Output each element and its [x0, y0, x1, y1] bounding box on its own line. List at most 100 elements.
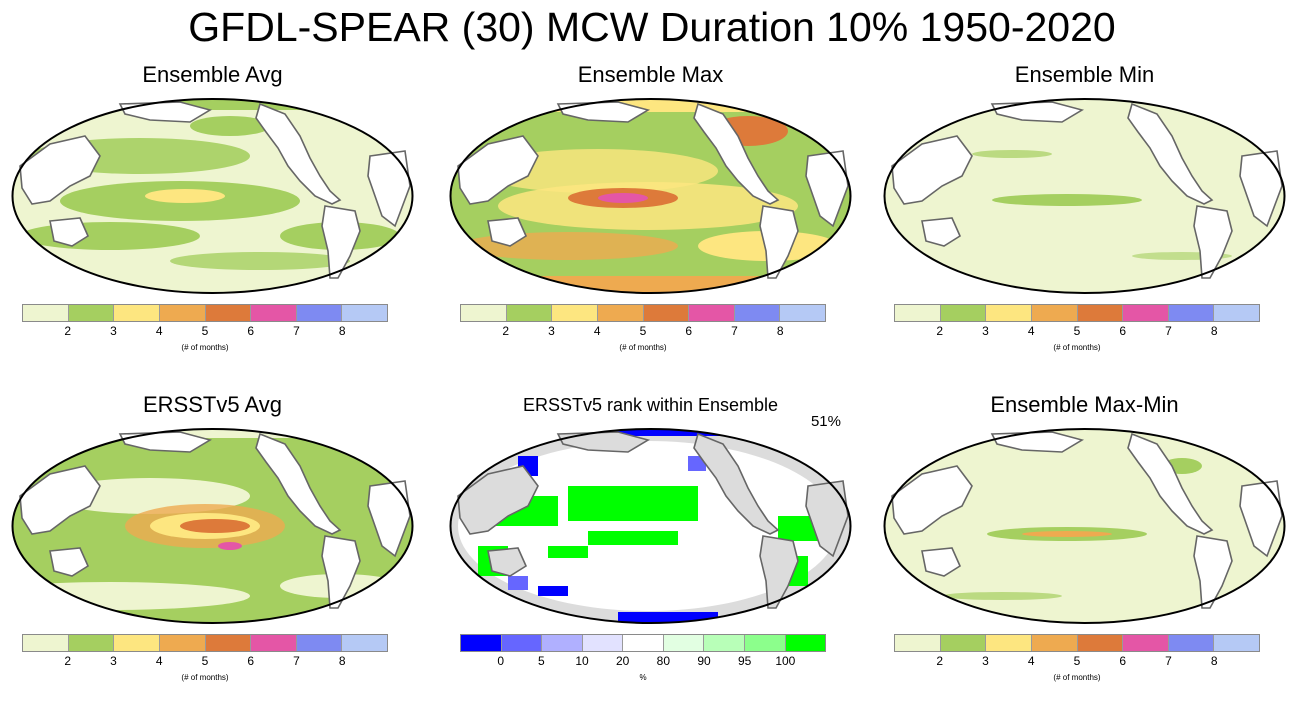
map-ersst-avg	[11, 428, 414, 624]
colorbar-tick-label: 2	[64, 324, 72, 338]
colorbar-tick-label: 2	[936, 654, 944, 668]
colorbar-units: %	[639, 673, 647, 682]
colorbar-tick-label: 7	[731, 324, 738, 338]
colorbar-swatch	[552, 305, 598, 321]
colorbar-swatch	[68, 635, 115, 651]
colorbar-swatch	[1168, 305, 1215, 321]
colorbar-swatch	[895, 635, 941, 651]
panel-ensemble-max-min: Ensemble Max-Min 2 3 4 5 6 7 8 (# of months)	[872, 392, 1297, 722]
colorbar-tick-label: 95	[737, 654, 752, 668]
colorbar-swatch	[205, 305, 252, 321]
map-ersst-rank	[449, 428, 852, 624]
colorbar-swatch	[940, 305, 987, 321]
colorbar-tick-label: 8	[338, 654, 346, 668]
colorbar-ticks: 2 3 4 5 6 7 8	[22, 654, 388, 670]
colorbar	[460, 304, 826, 322]
colorbar-swatch	[940, 635, 987, 651]
colorbar-swatch	[1168, 635, 1215, 651]
map-ensemble-max	[449, 98, 852, 294]
land-masses	[457, 101, 849, 279]
colorbar-tick-label: 2	[64, 654, 72, 668]
colorbar-ticks: 2 3 4 5 6 7 8	[894, 654, 1260, 670]
colorbar-tick-label: 3	[982, 324, 989, 338]
colorbar-tick-label: 5	[201, 654, 209, 668]
colorbar-ticks: 2 3 4 5 6 7 8	[460, 324, 826, 340]
colorbar-tick-label: 6	[247, 654, 255, 668]
colorbar-tick-label: 4	[155, 654, 163, 668]
colorbar-tick-label: 6	[1119, 324, 1127, 338]
colorbar-tick-label: 90	[697, 654, 711, 668]
colorbar-tick-label: 6	[1119, 654, 1127, 668]
colorbar-tick-label: 2	[936, 324, 944, 338]
panel-title: Ensemble Max-Min	[990, 392, 1179, 417]
colorbar-tick-label: 3	[110, 324, 117, 338]
colorbar-tick-label: 5	[639, 324, 647, 338]
colorbar	[460, 634, 826, 652]
colorbar-swatch	[205, 635, 252, 651]
colorbar-swatch	[68, 305, 115, 321]
colorbar-tick-label: 100	[775, 654, 796, 668]
colorbar-swatch	[1031, 635, 1078, 651]
colorbar-tick-label: 7	[293, 324, 300, 338]
colorbar-tick-label: 5	[1073, 324, 1081, 338]
colorbar-swatch	[1123, 305, 1169, 321]
colorbar-tick-label: 8	[776, 324, 784, 338]
colorbar-tick-label: 3	[548, 324, 555, 338]
colorbar-swatch	[895, 305, 941, 321]
colorbar-ticks: 2 3 4 5 6 7 8	[22, 324, 388, 340]
colorbar-swatch	[342, 635, 387, 651]
map-ensemble-min	[883, 98, 1286, 294]
colorbar-swatch	[506, 305, 553, 321]
colorbar-tick-label: 2	[502, 324, 510, 338]
panel-title: ERSSTv5 Avg	[143, 392, 282, 417]
colorbar-swatch	[582, 635, 624, 651]
panel-ensemble-avg: Ensemble Avg 2 3 4 5 6 7 8 (# of months)	[0, 62, 425, 392]
land-masses	[19, 431, 411, 609]
colorbar-tick-label: 6	[247, 324, 255, 338]
colorbar-swatch	[114, 635, 160, 651]
colorbar-swatch	[704, 635, 745, 651]
colorbar-swatch	[296, 305, 343, 321]
colorbar-tick-label: 8	[338, 324, 346, 338]
colorbar-units: (# of months)	[181, 343, 229, 352]
colorbar-tick-label: 7	[293, 654, 300, 668]
colorbar-units: (# of months)	[619, 343, 667, 352]
colorbar-swatch	[251, 635, 297, 651]
colorbar-tick-label: 7	[1165, 324, 1172, 338]
colorbar-ticks: 2 3 4 5 6 7 8	[894, 324, 1260, 340]
colorbar-units: (# of months)	[181, 673, 229, 682]
colorbar-swatch	[689, 305, 735, 321]
land-masses	[891, 101, 1283, 279]
panel-ersst-rank: ERSSTv5 rank within Ensemble 51%	[438, 392, 863, 722]
colorbar-tick-label: 0	[497, 654, 504, 668]
colorbar-tick-label: 4	[155, 324, 163, 338]
colorbar-swatch	[785, 635, 826, 651]
colorbar-swatch	[342, 305, 387, 321]
colorbar-swatch	[1031, 305, 1078, 321]
colorbar-swatch	[597, 305, 644, 321]
colorbar-swatch	[643, 305, 690, 321]
colorbar-tick-label: 6	[685, 324, 693, 338]
colorbar-swatch	[159, 635, 206, 651]
colorbar-units: (# of months)	[1053, 673, 1101, 682]
colorbar-swatch	[623, 635, 664, 651]
colorbar-tick-label: 3	[110, 654, 117, 668]
colorbar-swatch	[296, 635, 343, 651]
colorbar-swatch	[23, 305, 69, 321]
colorbar-swatch	[734, 305, 781, 321]
colorbar-swatch	[986, 305, 1032, 321]
colorbar-swatch	[1077, 635, 1124, 651]
panel-title: ERSSTv5 rank within Ensemble	[522, 395, 779, 415]
panel-ensemble-max: Ensemble Max 2 3 4 5 6 7 8 (# of months)	[438, 62, 863, 392]
colorbar-tick-label: 5	[537, 654, 545, 668]
colorbar-swatch	[251, 305, 297, 321]
colorbar	[894, 634, 1260, 652]
colorbar-swatch	[501, 635, 543, 651]
colorbar-tick-label: 4	[593, 324, 601, 338]
colorbar-swatch	[744, 635, 786, 651]
colorbar-swatch	[1123, 635, 1169, 651]
panel-title: Ensemble Avg	[142, 62, 283, 87]
panel-title: Ensemble Max	[577, 62, 724, 87]
colorbar-tick-label: 4	[1027, 324, 1035, 338]
colorbar-swatch	[1214, 305, 1259, 321]
